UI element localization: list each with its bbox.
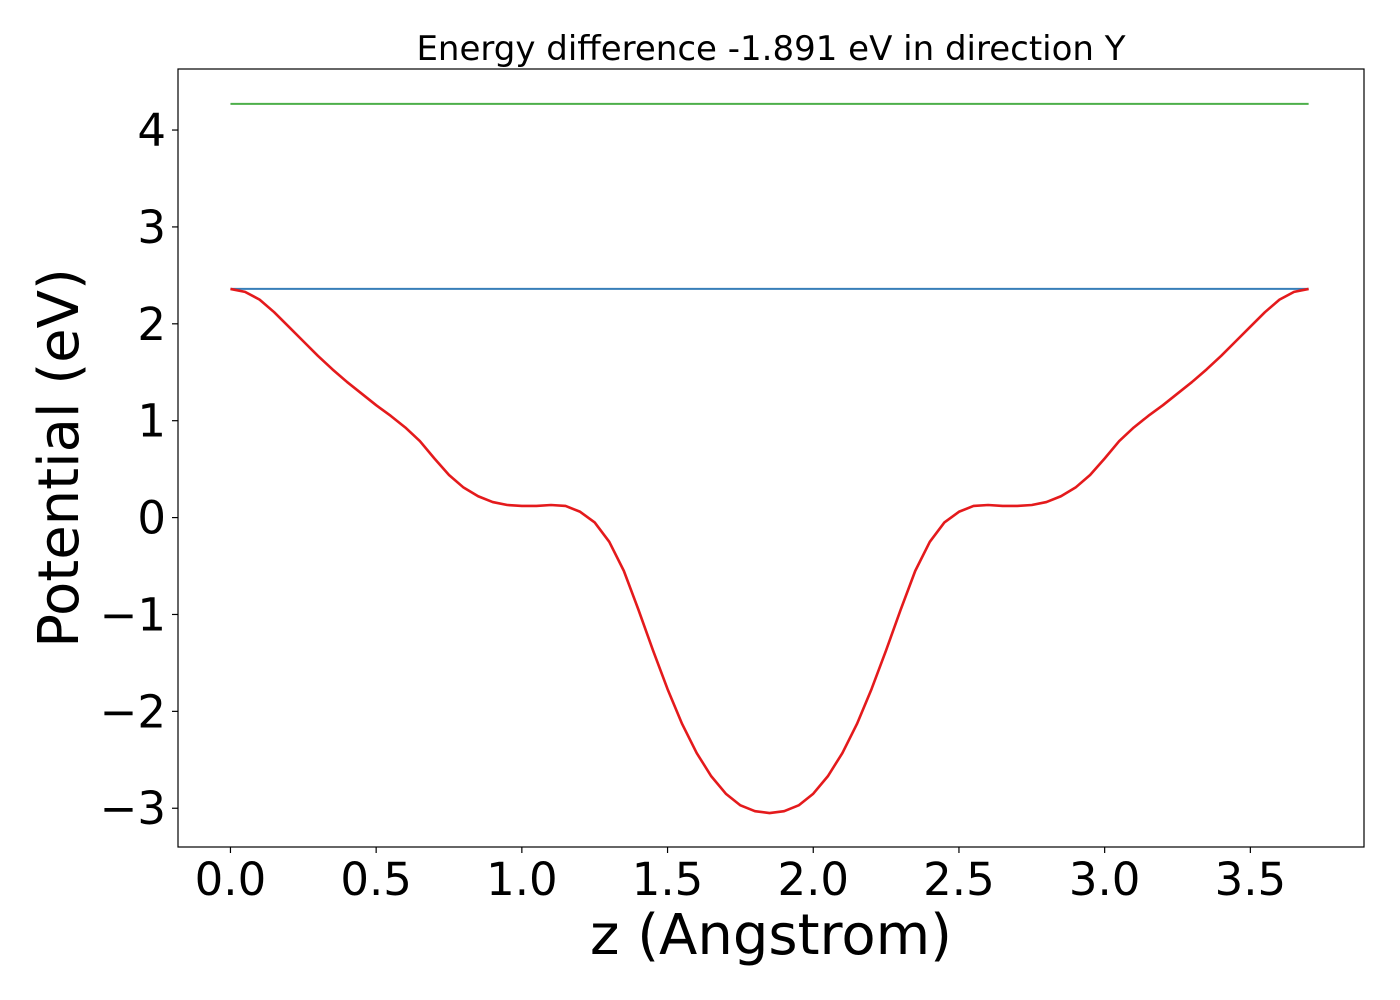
y-axis-ticks: −3 −2 −1 0 1 2 3 4 [100, 104, 178, 835]
x-tick-label: 3.0 [1069, 853, 1141, 906]
chart-title: Energy difference -1.891 eV in direction… [416, 29, 1125, 69]
x-tick-label: 1.5 [632, 853, 704, 906]
x-tick-label: 2.5 [923, 853, 995, 906]
y-tick-label: 0 [137, 492, 166, 545]
x-axis-label: z (Angstrom) [590, 903, 952, 968]
y-tick-label: −2 [100, 685, 166, 738]
y-tick-label: −3 [100, 782, 166, 835]
y-tick-label: 2 [137, 298, 166, 351]
plot-frame [177, 68, 1365, 848]
series-line-1 [230, 287, 1309, 815]
x-tick-label: 3.5 [1215, 853, 1287, 906]
y-tick-label: −1 [100, 588, 166, 641]
x-tick-label: 0.5 [340, 853, 412, 906]
series-layer [230, 102, 1309, 815]
x-tick-label: 2.0 [777, 853, 849, 906]
plot-area: 0.0 0.5 1.0 1.5 2.0 2.5 3.0 3.5 −3 −2 −1 0 1 2 3 4 [100, 68, 1365, 906]
x-axis-ticks: 0.0 0.5 1.0 1.5 2.0 2.5 3.0 3.5 [195, 847, 1286, 906]
y-axis-label: Potential (eV) [27, 268, 92, 648]
y-tick-label: 3 [137, 201, 166, 254]
x-tick-label: 1.0 [486, 853, 558, 906]
y-tick-label: 1 [137, 395, 166, 448]
y-tick-label: 4 [137, 104, 166, 157]
x-tick-label: 0.0 [195, 853, 267, 906]
